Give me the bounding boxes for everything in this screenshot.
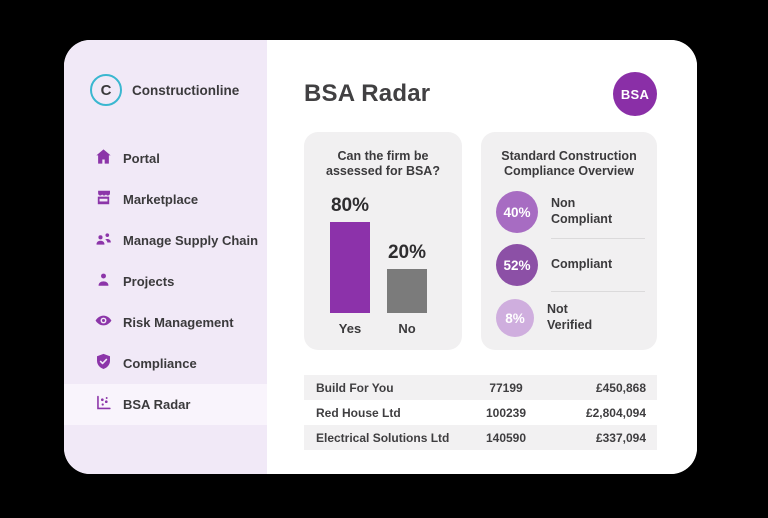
bar-label: No bbox=[398, 321, 416, 336]
sidebar-item-label: Risk Management bbox=[123, 315, 234, 330]
sidebar-item-label: Compliance bbox=[123, 356, 197, 371]
compliance-percent: 40% bbox=[503, 204, 531, 220]
compliance-row-not-verified: 8% Not Verified bbox=[481, 292, 657, 344]
bar bbox=[330, 222, 370, 313]
compliance-label: Non Compliant bbox=[551, 196, 613, 226]
bsa-badge: BSA bbox=[613, 72, 657, 116]
compliance-label: Compliant bbox=[551, 257, 613, 272]
sidebar-item-label: BSA Radar bbox=[123, 397, 191, 412]
bar-value: 20% bbox=[387, 242, 427, 263]
compliance-card-title: Standard Construction Compliance Overvie… bbox=[501, 149, 637, 178]
eye-icon bbox=[94, 311, 113, 335]
compliance-circle: 40% bbox=[496, 191, 538, 233]
table-row[interactable]: Red House Ltd 100239 £2,804,094 bbox=[304, 400, 657, 425]
sidebar-item-projects[interactable]: Projects bbox=[64, 261, 267, 302]
app-window: C Constructionline Portal bbox=[64, 40, 697, 474]
assessment-bar-chart: 80% Yes 20% No bbox=[330, 195, 427, 336]
firm-name: Build For You bbox=[316, 380, 394, 395]
compliance-circle: 52% bbox=[496, 244, 538, 286]
firm-name: Electrical Solutions Ltd bbox=[316, 430, 450, 445]
summary-cards: Can the firm be assessed for BSA? 80% Ye… bbox=[304, 132, 657, 350]
divider bbox=[551, 291, 645, 292]
scatter-chart-icon bbox=[94, 393, 113, 417]
firms-table: Build For You 77199 £450,868 Red House L… bbox=[304, 375, 657, 450]
brand-name: Constructionline bbox=[132, 82, 240, 98]
compliance-circle: 8% bbox=[496, 299, 534, 337]
main-content: BSA Radar BSA Can the firm be assessed f… bbox=[267, 40, 697, 474]
person-icon bbox=[94, 270, 113, 294]
firm-number: 100239 bbox=[485, 405, 527, 420]
home-icon bbox=[94, 147, 113, 171]
bar-group-yes: 80% Yes bbox=[330, 195, 370, 336]
sidebar-item-label: Marketplace bbox=[123, 192, 199, 207]
bsa-badge-label: BSA bbox=[620, 86, 650, 102]
table-row[interactable]: Electrical Solutions Ltd 140590 £337,094 bbox=[304, 425, 657, 450]
firm-amount: £2,804,094 bbox=[585, 405, 646, 420]
bar-group-no: 20% No bbox=[387, 242, 427, 336]
firm-amount: £450,868 bbox=[595, 380, 646, 395]
sidebar-item-label: Portal bbox=[123, 151, 160, 166]
compliance-rows: 40% Non Compliant 52% Compliant bbox=[481, 186, 657, 344]
sidebar: C Constructionline Portal bbox=[64, 40, 267, 474]
table-row[interactable]: Build For You 77199 £450,868 bbox=[304, 375, 657, 400]
brand-logo-letter: C bbox=[100, 81, 112, 99]
firm-amount: £337,094 bbox=[595, 430, 646, 445]
brand-logo: C Constructionline bbox=[90, 74, 267, 106]
shield-check-icon bbox=[94, 352, 113, 376]
firm-number: 77199 bbox=[489, 380, 523, 395]
sidebar-item-label: Projects bbox=[123, 274, 175, 289]
compliance-percent: 52% bbox=[503, 257, 531, 273]
sidebar-item-marketplace[interactable]: Marketplace bbox=[64, 179, 267, 220]
firm-number: 140590 bbox=[485, 430, 527, 445]
assessment-card: Can the firm be assessed for BSA? 80% Ye… bbox=[304, 132, 462, 350]
firm-name: Red House Ltd bbox=[316, 405, 401, 420]
page-title: BSA Radar bbox=[304, 80, 431, 107]
assessment-card-title: Can the firm be assessed for BSA? bbox=[326, 149, 440, 178]
compliance-row-compliant: 52% Compliant bbox=[481, 239, 657, 291]
bar bbox=[387, 269, 427, 313]
compliance-percent: 8% bbox=[505, 310, 525, 326]
people-icon bbox=[94, 229, 113, 253]
sidebar-item-compliance[interactable]: Compliance bbox=[64, 343, 267, 384]
storefront-icon bbox=[94, 188, 113, 212]
sidebar-item-label: Manage Supply Chain bbox=[123, 233, 259, 248]
compliance-card: Standard Construction Compliance Overvie… bbox=[481, 132, 657, 350]
sidebar-item-manage-supply-chain[interactable]: Manage Supply Chain bbox=[64, 220, 267, 261]
brand-logo-icon: C bbox=[90, 74, 122, 106]
main-header: BSA Radar BSA bbox=[304, 72, 657, 116]
bar-label: Yes bbox=[338, 321, 362, 336]
sidebar-item-bsa-radar[interactable]: BSA Radar bbox=[64, 384, 267, 425]
sidebar-item-risk-management[interactable]: Risk Management bbox=[64, 302, 267, 343]
sidebar-nav: Portal Marketplace bbox=[64, 138, 267, 425]
sidebar-item-portal[interactable]: Portal bbox=[64, 138, 267, 179]
compliance-row-non-compliant: 40% Non Compliant bbox=[481, 186, 657, 238]
divider bbox=[551, 238, 645, 239]
bar-value: 80% bbox=[330, 195, 370, 216]
compliance-label: Not Verified bbox=[547, 302, 593, 332]
